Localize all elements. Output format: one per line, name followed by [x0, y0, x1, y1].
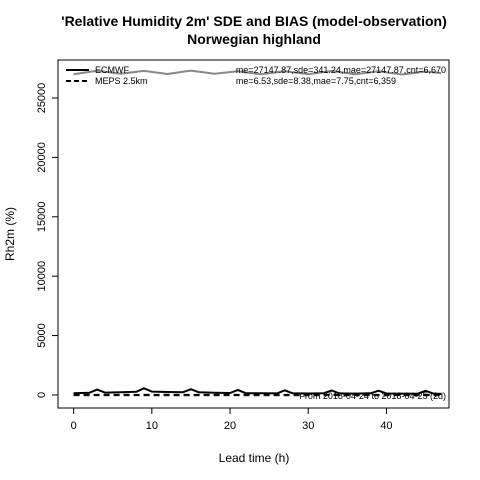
legend-label-ecmwf: ECMWF — [95, 65, 129, 75]
chart-title: 'Relative Humidity 2m' SDE and BIAS (mod… — [61, 13, 447, 29]
x-tick-label-0: 0 — [71, 420, 77, 432]
stats-meps: me=6.53,sde=8.38,mae=7.75,cnt=6,359 — [236, 76, 396, 86]
x-tick-label-2: 20 — [224, 420, 236, 432]
x-tick-label-3: 30 — [302, 420, 314, 432]
series-layer — [73, 69, 442, 397]
y-tick-label-2: 10000 — [36, 261, 48, 292]
x-tick-label-4: 40 — [380, 420, 392, 432]
x-axis: 0 10 20 30 40 — [71, 408, 393, 432]
y-tick-label-1: 5000 — [36, 323, 48, 347]
y-tick-label-0: 0 — [36, 392, 48, 398]
y-axis-label: Rh2m (%) — [3, 207, 17, 261]
stats-ecmwf: me=27147.87,sde=341.24,mae=27147.87,cnt=… — [236, 65, 446, 75]
legend: ECMWF MEPS 2.5km — [66, 65, 148, 86]
series-0-sde-line — [73, 69, 442, 76]
x-tick-label-1: 10 — [146, 420, 158, 432]
y-tick-label-4: 20000 — [36, 142, 48, 173]
y-axis: 0 5000 10000 15000 20000 25000 — [36, 83, 58, 398]
plot-frame — [57, 59, 450, 409]
legend-label-meps: MEPS 2.5km — [95, 76, 148, 86]
chart-subtitle: Norwegian highland — [187, 31, 321, 47]
series-0-bias-line — [73, 387, 442, 395]
footnote: From 2018-04-24 to 2018-04-25 (2d) — [299, 391, 446, 401]
x-axis-label: Lead time (h) — [219, 451, 290, 465]
y-tick-label-3: 15000 — [36, 201, 48, 232]
y-tick-label-5: 25000 — [36, 83, 48, 114]
